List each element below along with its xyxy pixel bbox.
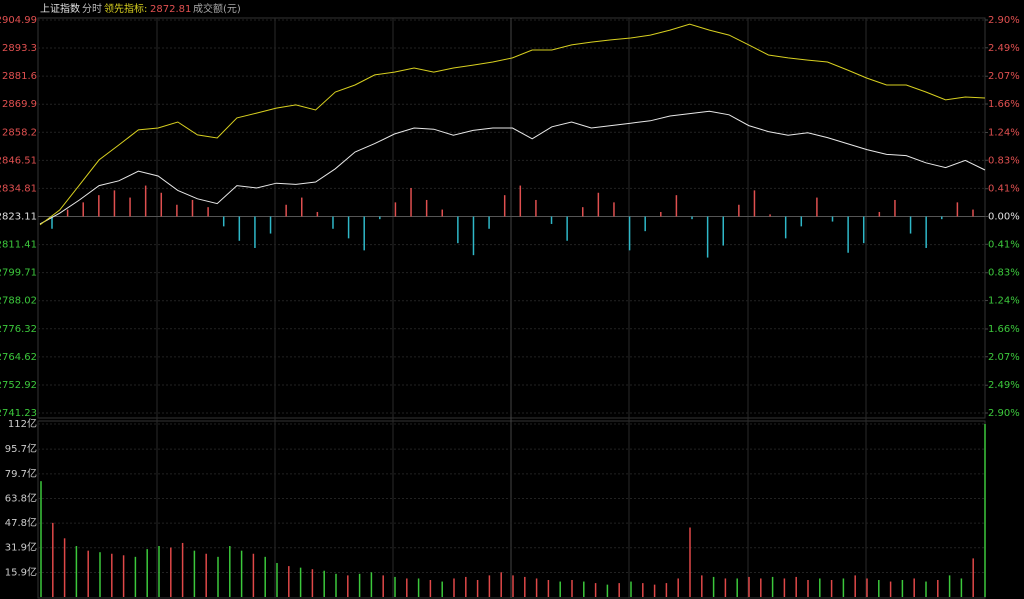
y2-tick-label: 2.90% <box>988 15 1020 26</box>
y2-tick-label: 2.49% <box>988 43 1020 54</box>
y-tick-label: 2811.41 <box>0 240 37 251</box>
y2-tick-label: 2.07% <box>988 352 1020 363</box>
y2-tick-label: 0.83% <box>988 155 1020 166</box>
y-tick-label: 2893.3 <box>2 43 37 54</box>
y2-tick-label: 0.83% <box>988 268 1020 279</box>
y-tick-label: 95.7亿 <box>5 442 37 455</box>
y-tick-label: 2881.6 <box>2 71 37 82</box>
y-tick-label: 47.8亿 <box>5 516 37 529</box>
y2-tick-label: 1.66% <box>988 99 1020 110</box>
volume-label: 成交额(元) <box>193 2 241 15</box>
y2-tick-label: 2.07% <box>988 71 1020 82</box>
y-tick-label: 2834.81 <box>0 183 37 194</box>
price-line <box>39 110 986 225</box>
y-tick-label: 112亿 <box>8 417 37 430</box>
indicator-value: 2872.81 <box>150 4 191 15</box>
y-tick-label: 2869.9 <box>2 99 37 110</box>
y-tick-label: 2799.71 <box>0 268 37 279</box>
y-tick-label: 2823.11 <box>0 212 37 223</box>
y2-tick-label: 1.24% <box>988 127 1020 138</box>
y2-tick-label: 1.66% <box>988 324 1020 335</box>
y2-tick-label: 0.41% <box>988 184 1020 195</box>
price-line <box>39 23 986 226</box>
y2-tick-label: 0.00% <box>988 212 1020 223</box>
y-tick-label: 2904.99 <box>0 15 37 26</box>
y-tick-label: 2858.2 <box>2 127 37 138</box>
y-tick-label: 79.7亿 <box>5 467 37 480</box>
y-tick-label: 63.8亿 <box>5 491 37 504</box>
time-grid <box>156 18 867 598</box>
y2-tick-label: 2.49% <box>988 380 1020 391</box>
y2-tick-label: 0.41% <box>988 239 1020 250</box>
y-tick-label: 2788.02 <box>0 296 37 307</box>
y-tick-label: 31.9亿 <box>5 541 37 554</box>
indicator-label: 领先指标: <box>104 2 147 15</box>
y-tick-label: 15.9亿 <box>5 565 37 578</box>
mode: 分时 <box>82 3 102 15</box>
index-name: 上证指数 <box>40 2 80 15</box>
y2-tick-label: 2.90% <box>988 408 1020 419</box>
y2-tick-label: 1.24% <box>988 296 1020 307</box>
